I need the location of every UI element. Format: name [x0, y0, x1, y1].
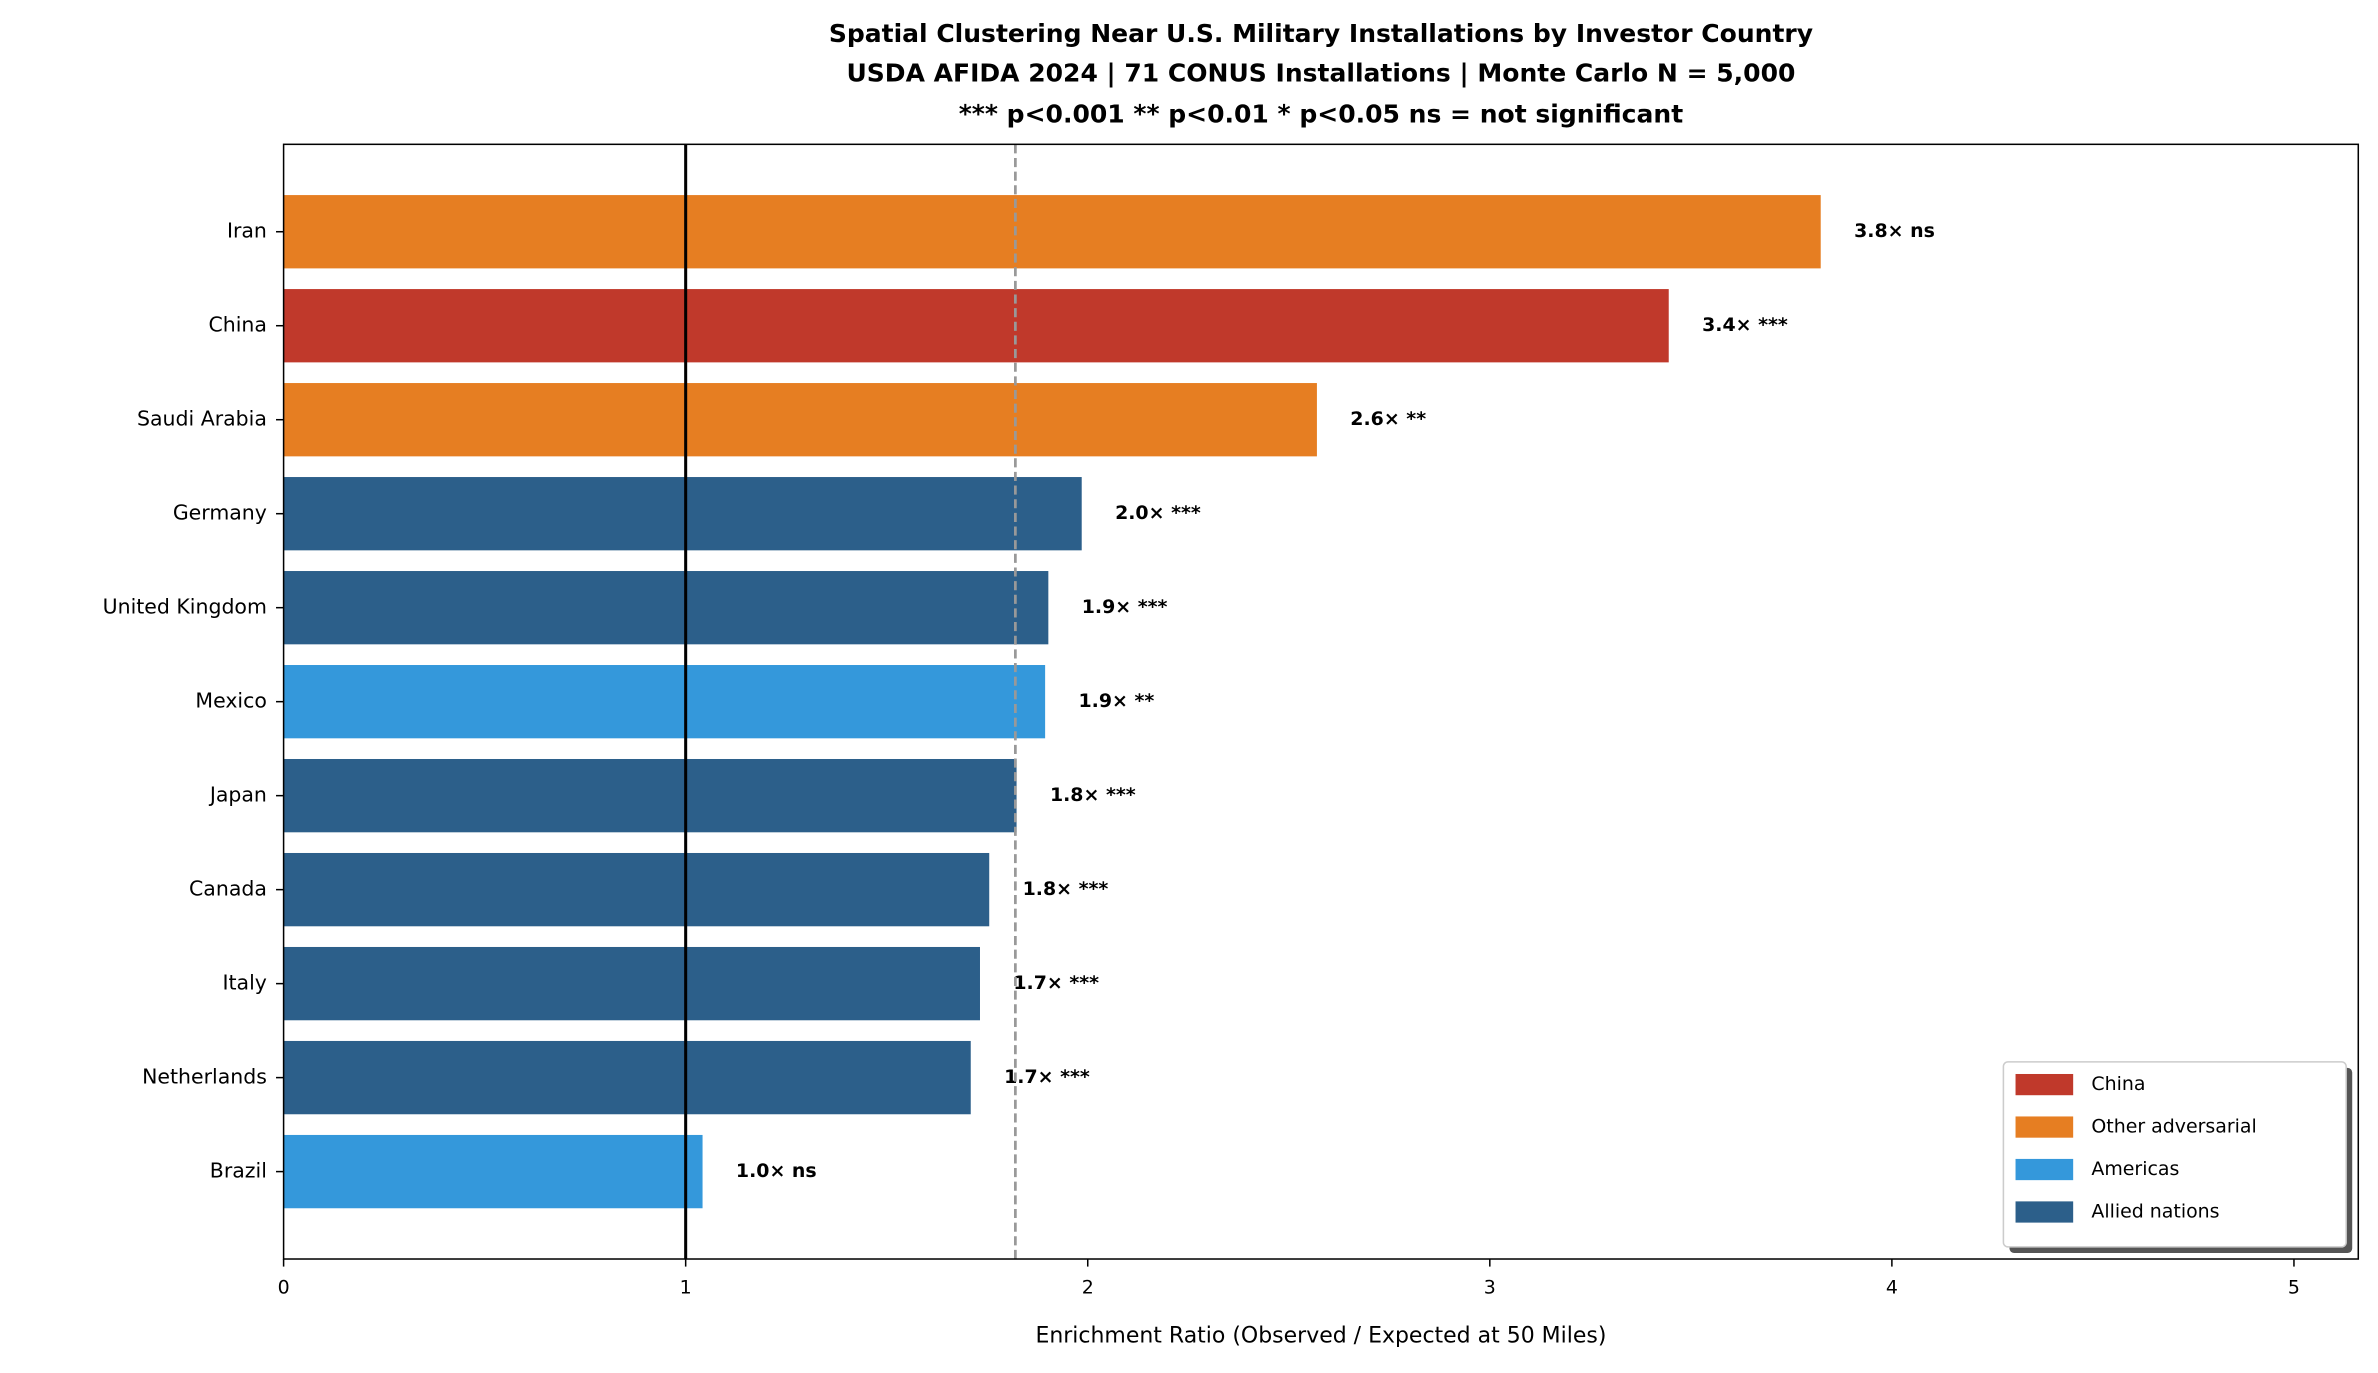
- legend-label: Allied nations: [2091, 1200, 2219, 1222]
- y-tick-label: Iran: [227, 219, 267, 243]
- x-tick-label: 0: [278, 1276, 290, 1298]
- y-tick-label: Mexico: [195, 689, 266, 713]
- bar: [283, 852, 990, 927]
- value-label: 2.0× ***: [1115, 502, 1201, 524]
- plot-frame: [282, 143, 2360, 1260]
- y-tick-label: Netherlands: [142, 1065, 267, 1089]
- legend-swatch: [2015, 1158, 2074, 1181]
- bar: [283, 665, 1046, 739]
- x-tick-label: 4: [1886, 1276, 1898, 1298]
- legend-swatch: [2015, 1116, 2074, 1138]
- bar: [283, 571, 1049, 645]
- value-label: 3.8× ns: [1854, 220, 1935, 242]
- bar: [283, 758, 1017, 833]
- bar: [283, 1134, 703, 1209]
- bar: [283, 946, 980, 1021]
- x-tick-label: 1: [680, 1276, 692, 1298]
- value-label: 1.9× ***: [1082, 596, 1168, 618]
- chart-title: Spatial Clustering Near U.S. Military In…: [829, 19, 1813, 48]
- bar: [283, 289, 1669, 363]
- chart-subtitle: USDA AFIDA 2024 | 71 CONUS Installations…: [846, 59, 1795, 88]
- value-label: 1.7× ***: [1013, 972, 1099, 994]
- bar: [283, 1040, 971, 1115]
- value-label: 1.8× ***: [1050, 784, 1136, 806]
- value-label: 1.0× ns: [736, 1160, 817, 1182]
- bar: [283, 383, 1317, 457]
- y-tick-label: Brazil: [210, 1159, 267, 1183]
- value-label: 3.4× ***: [1702, 314, 1788, 336]
- chart-subtitle: *** p<0.001 ** p<0.01 * p<0.05 ns = not …: [959, 100, 1683, 129]
- x-tick-label: 3: [1484, 1276, 1496, 1298]
- y-tick-label: Germany: [173, 501, 267, 525]
- y-tick-label: Japan: [208, 783, 267, 807]
- y-tick-label: China: [208, 313, 266, 337]
- y-tick-label: Canada: [189, 877, 267, 901]
- x-tick-label: 5: [2288, 1276, 2300, 1298]
- legend-swatch: [2015, 1073, 2074, 1096]
- legend-box: [2002, 1061, 2347, 1248]
- legend-swatch: [2015, 1201, 2074, 1223]
- bar: [283, 195, 1821, 269]
- legend-label: Americas: [2091, 1158, 2179, 1180]
- legend-label: Other adversarial: [2091, 1116, 2256, 1138]
- y-tick-label: Saudi Arabia: [137, 407, 267, 431]
- y-tick-label: United Kingdom: [103, 595, 267, 619]
- x-tick-label: 2: [1082, 1276, 1094, 1298]
- legend-label: China: [2091, 1073, 2145, 1095]
- value-label: 1.9× **: [1078, 690, 1154, 712]
- value-label: 2.6× **: [1350, 408, 1426, 430]
- value-label: 1.7× ***: [1004, 1066, 1090, 1088]
- value-label: 1.8× ***: [1023, 878, 1109, 900]
- y-tick-label: Italy: [223, 971, 267, 995]
- bar: [283, 477, 1082, 551]
- x-axis-label: Enrichment Ratio (Observed / Expected at…: [1035, 1323, 1606, 1348]
